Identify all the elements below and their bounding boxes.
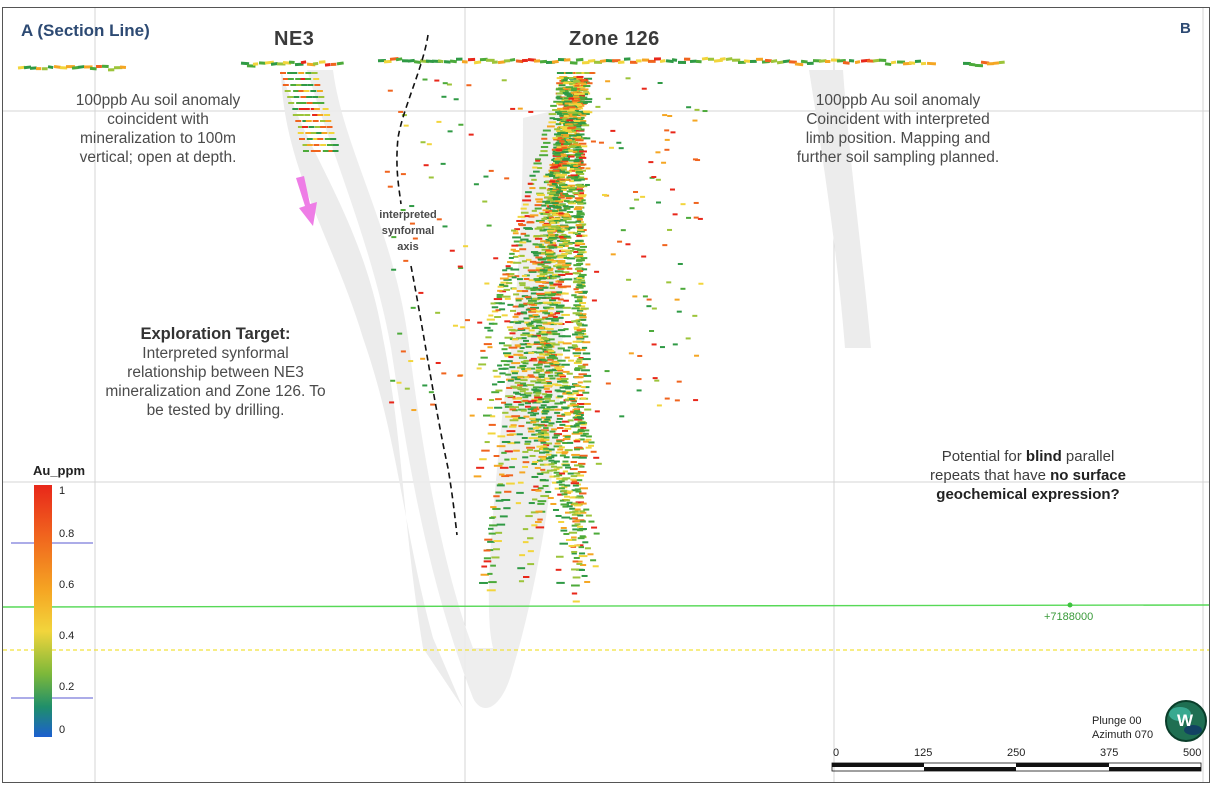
soil-sample: [842, 61, 850, 65]
right-limb: [809, 70, 871, 348]
soil-sample: [264, 60, 274, 65]
scale-tick-label: 125: [914, 747, 933, 759]
soil-sample: [300, 60, 307, 65]
soil-sample: [617, 60, 625, 65]
soil-sample: [770, 59, 778, 64]
zone126-title: Zone 126: [569, 28, 660, 50]
soil-sample: [23, 65, 32, 70]
ne3-title: NE3: [274, 28, 315, 50]
soil-sample: [449, 59, 457, 64]
soil-sample: [659, 59, 666, 63]
soil-sample: [782, 59, 791, 64]
coordinate-lines: [3, 542, 1209, 699]
legend-title: Au_ppm: [33, 463, 85, 478]
legend-tick: 0: [59, 724, 66, 736]
soil-sample: [788, 60, 797, 64]
soil-sample: [539, 59, 548, 64]
scale-tick-label: 500: [1183, 747, 1202, 759]
soil-sample: [89, 66, 97, 71]
right-anomaly-note: 100ppb Au soil anomaly Coincident with i…: [796, 92, 1000, 166]
soil-sample: [665, 59, 674, 64]
soil-sample: [908, 61, 916, 65]
synform-limb: [307, 70, 565, 708]
soil-sample: [437, 59, 444, 64]
interpreted-limbs: [281, 70, 871, 708]
legend-tick: 0.4: [59, 630, 75, 642]
soil-sample: [71, 66, 79, 70]
scale-bar: [831, 762, 1202, 772]
soil-sample: [336, 61, 344, 66]
soil-sample: [318, 60, 326, 64]
ne3-limb: [281, 70, 463, 708]
soil-sample: [836, 58, 846, 63]
soil-sample: [473, 60, 482, 65]
au-color-bar: [34, 485, 52, 737]
scale-tick-label: 375: [1100, 747, 1119, 759]
compass-letter: W: [1177, 711, 1194, 730]
synformal-axis-upper: [396, 34, 429, 205]
exploration-target-note: Exploration Target: Interpreted synforma…: [105, 325, 326, 419]
soil-sample: [743, 59, 751, 63]
soil-sample: [413, 60, 422, 64]
soil-sample: [240, 61, 250, 66]
soil-sample: [725, 57, 733, 61]
soil-sample: [324, 63, 331, 67]
northing-line: [3, 604, 1209, 608]
soil-sample: [854, 60, 861, 65]
section-end-label: B: [1180, 20, 1191, 37]
soil-sample: [515, 59, 524, 64]
soil-sample: [671, 58, 678, 62]
legend-tick: 0.2: [59, 681, 75, 693]
soil-sample: [509, 57, 516, 62]
soil-sample: [776, 60, 784, 65]
soil-sample: [800, 59, 808, 64]
soil-sample: [575, 57, 584, 62]
soil-sample: [587, 58, 596, 63]
soil-sample: [569, 61, 578, 65]
soil-sample: [294, 62, 304, 67]
soil-sample: [992, 61, 1000, 65]
ne3-anomaly-note: 100ppb Au soil anomaly coincident with m…: [75, 92, 241, 166]
soil-sample: [884, 62, 892, 67]
soil-sample: [270, 62, 278, 66]
soil-sample: [443, 60, 451, 64]
soil-sample: [407, 58, 415, 63]
soil-sample: [926, 61, 937, 66]
soil-sample: [872, 58, 881, 63]
section-view: A (Section Line) B NE3 Zone 126 100ppb A…: [2, 7, 1210, 783]
section-canvas: [3, 8, 1209, 782]
down-dip-arrow: [296, 176, 317, 226]
soil-sample: [599, 59, 607, 63]
soil-sample: [890, 60, 897, 65]
soil-sample: [764, 58, 772, 63]
synformal-axis-label: interpreted synformal axis: [379, 209, 437, 253]
azimuth-label: Azimuth 070: [1092, 729, 1154, 741]
soil-sample: [47, 65, 54, 70]
view-orientation: Plunge 00 Azimuth 070: [1092, 714, 1153, 742]
northing-label: +7188000: [1044, 611, 1094, 623]
legend-tick: 0.6: [59, 579, 75, 591]
drill-hole-traces: [280, 72, 708, 603]
soil-sample: [53, 64, 61, 69]
legend-tick: 0.8: [59, 528, 75, 540]
compass-globe-icon: [1165, 700, 1207, 742]
soil-sample: [77, 65, 85, 69]
scale-tick-label: 250: [1007, 747, 1026, 759]
legend-tick: 1: [59, 485, 66, 497]
soil-sample: [395, 57, 403, 62]
blind-repeats-note: Potential for blind parallel repeats tha…: [930, 448, 1126, 503]
soil-sample: [551, 59, 559, 64]
soil-sample: [719, 57, 726, 61]
soil-sample: [794, 62, 804, 67]
grid-marker-dot: [1067, 602, 1073, 608]
soil-sample: [968, 62, 976, 67]
scale-tick-label: 0: [833, 747, 840, 759]
soil-sample: [701, 56, 709, 61]
plunge-label: Plunge 00: [1092, 715, 1142, 727]
surface-soil-samples: [17, 56, 1005, 72]
section-start-label: A (Section Line): [21, 21, 150, 40]
